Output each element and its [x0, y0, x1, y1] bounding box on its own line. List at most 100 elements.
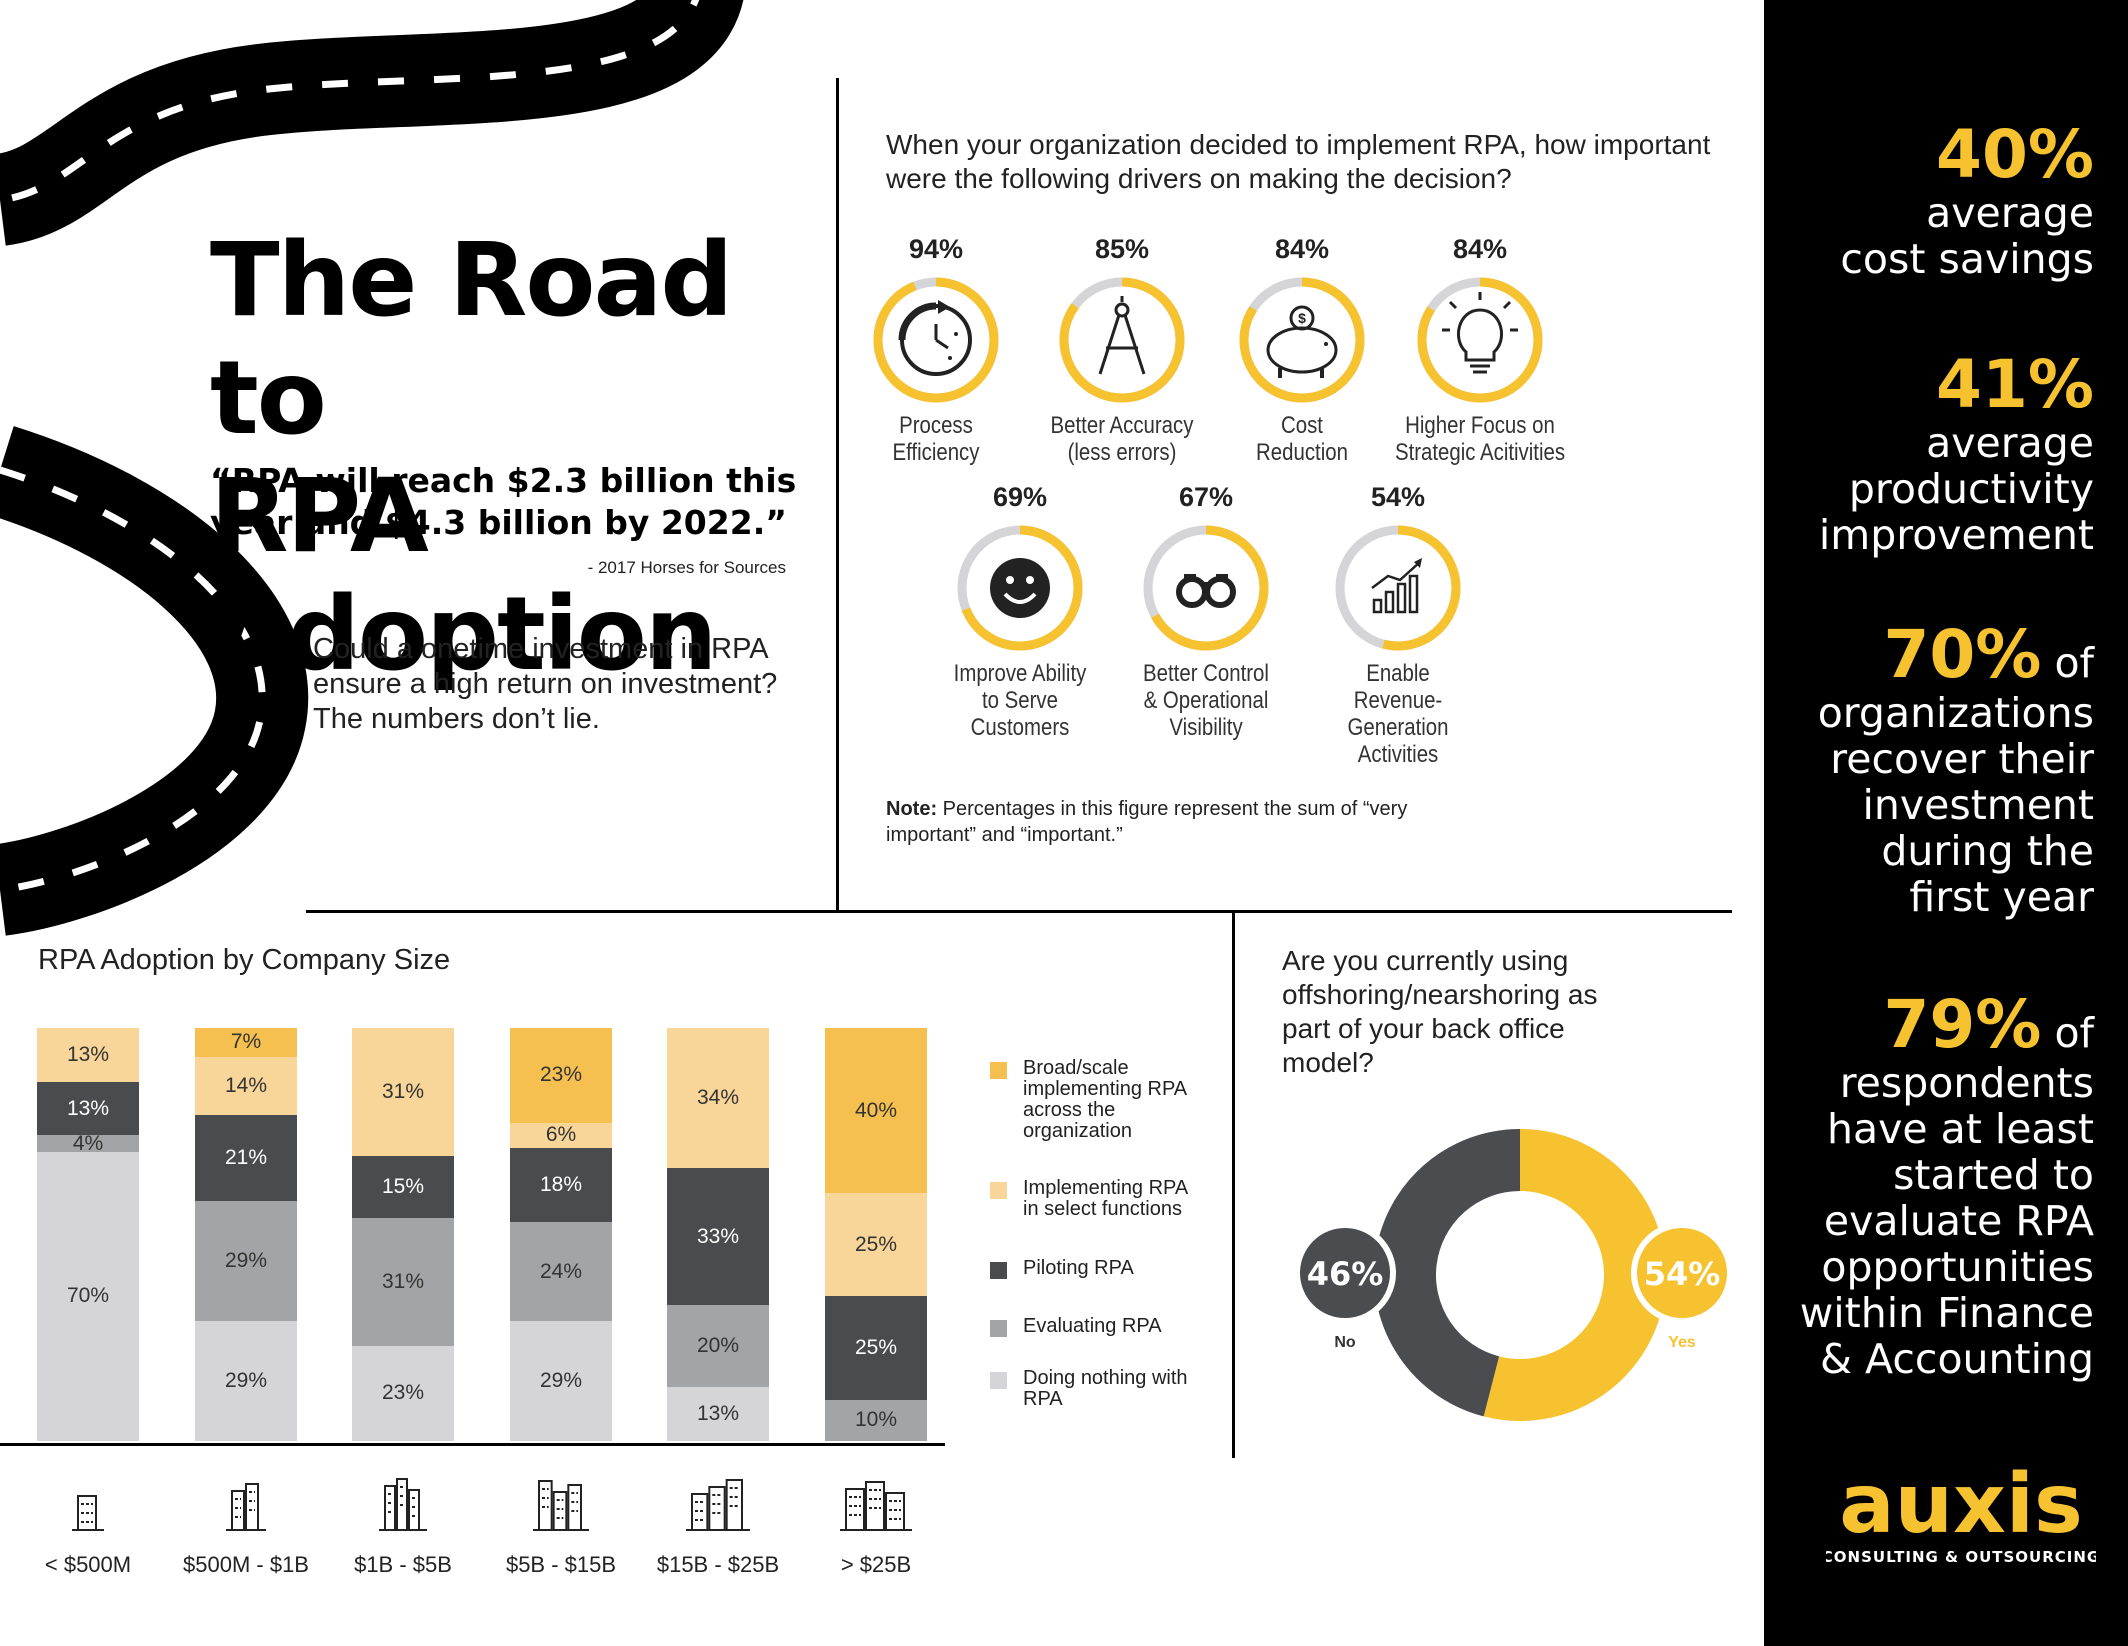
driver-3: 84% $ Cost Reduction [1192, 232, 1412, 466]
divider-vertical-bottom [1232, 912, 1235, 1458]
driver-percentage: 84% [1274, 234, 1330, 264]
stat-value: 41% [1936, 346, 2094, 423]
driver-7: 54% Enable Revenue-Generation Activities [1288, 480, 1508, 768]
quote-source: - 2017 Horses for Sources [587, 558, 786, 577]
bar-segment-evaluating: 10% [825, 1399, 927, 1441]
category-label: $15B - $25B [656, 1552, 780, 1577]
driver-label: Better Control & Operational Visibility [1143, 660, 1269, 741]
driver-label: Higher Focus on Strategic Acitivities [1394, 412, 1566, 466]
stat-text: have at least [1826, 1105, 2094, 1153]
category-label: $1B - $5B [354, 1552, 452, 1577]
legend-swatch [990, 1062, 1007, 1079]
stat-text: organizations [1817, 689, 2094, 737]
stat-block-1: 40% average cost savings [1840, 120, 2094, 283]
ring-progress [1143, 525, 1269, 651]
bar-segment-broad: 40% [825, 1028, 927, 1194]
driver-ring [873, 277, 999, 403]
stat-headline: 40% [1840, 120, 2094, 190]
stat-text: & Accounting [1820, 1335, 2094, 1383]
bar-segment-nothing: 29% [195, 1321, 297, 1441]
legend-swatch [990, 1182, 1007, 1199]
title-line-1: The Road to [210, 221, 733, 458]
note-text: Percentages in this figure represent the… [886, 798, 1408, 846]
stat-value: 79% [1883, 986, 2042, 1063]
bar-segment-broad: 7% [195, 1028, 297, 1057]
stat-text: within Finance [1799, 1289, 2094, 1337]
legend-item-implementing: Implementing RPA in select functions [990, 1178, 1193, 1220]
driver-label: Enable Revenue-Generation Activities [1347, 660, 1449, 768]
bars-baseline [0, 1443, 945, 1446]
intro-text: Could a onetime investment in RPA ensure… [313, 633, 778, 735]
stat-text: respondents [1839, 1059, 2094, 1107]
bar-segment-piloting: 21% [195, 1114, 297, 1202]
donut-slice-yes [1483, 1129, 1666, 1421]
auxis-logo: auxis CONSULTING & OUTSOURCING [1822, 1457, 2099, 1577]
driver-ring [1417, 277, 1543, 403]
building-icon [323, 1470, 483, 1539]
legend-item-nothing: Doing nothing with RPA [990, 1368, 1193, 1410]
building-icon [796, 1470, 956, 1539]
bar-segment-evaluating: 20% [667, 1304, 769, 1388]
legend-swatch [990, 1262, 1007, 1279]
stat-text: investment [1862, 781, 2094, 829]
building-icon [638, 1470, 798, 1539]
driver-ring [957, 525, 1083, 651]
driver-ring [1143, 525, 1269, 651]
building-icon [8, 1470, 168, 1539]
category-label: > $25B [840, 1552, 912, 1577]
ring-progress [873, 277, 999, 403]
stat-text: improvement [1818, 511, 2094, 559]
bar-segment-nothing: 13% [667, 1387, 769, 1441]
stat-headline: 70% of [1818, 620, 2094, 690]
binoculars-icon [1176, 574, 1236, 608]
bar-segment-implementing: 6% [510, 1122, 612, 1148]
smiley-icon [990, 558, 1050, 618]
donut-value-label: 54% [1644, 1255, 1721, 1293]
stats-panel [1764, 0, 2128, 1646]
driver-1: 94% Process Efficiency [826, 232, 1046, 466]
stat-text: recover their [1830, 735, 2094, 783]
driver-label: Improve Ability to Serve Customers [953, 660, 1087, 741]
stat-text: first year [1909, 873, 2094, 921]
bar-segment-piloting: 13% [37, 1081, 139, 1136]
category-label: $500M - $1B [183, 1552, 309, 1577]
divider-vertical-top [836, 78, 839, 912]
ring-progress [1059, 277, 1185, 403]
driver-percentage: 54% [1370, 482, 1426, 512]
stat-block-4: 79% of respondents have at least started to… [1799, 990, 2094, 1383]
driver-label: Cost Reduction [1256, 412, 1348, 466]
driver-5: 69% Improve Ability to Serve Customers [910, 480, 1130, 741]
legend-item-evaluating: Evaluating RPA [990, 1316, 1193, 1337]
bar-segment-piloting: 33% [667, 1168, 769, 1305]
bar-segment-nothing: 23% [352, 1346, 454, 1441]
category-label: $5B - $15B [505, 1552, 617, 1577]
building-icon [481, 1470, 641, 1539]
stat-headline: 41% [1819, 350, 2094, 420]
bar-segment-piloting: 18% [510, 1147, 612, 1223]
driver-4: 84% Higher Focus on Strategic Acitivities [1370, 232, 1590, 466]
stat-text: average [1926, 189, 2094, 237]
stat-value: 40% [1936, 116, 2094, 193]
legend-item-broad: Broad/scale implementing RPA across the … [990, 1058, 1193, 1142]
donut-value-label: 46% [1307, 1255, 1384, 1293]
driver-6: 67% Better Control & Operational Visibility [1096, 480, 1316, 741]
donut-badge-no: 46% No [1294, 1222, 1396, 1351]
legend-label: Piloting RPA [1023, 1257, 1134, 1279]
stat-block-2: 41% average productivity improvement [1818, 350, 2094, 559]
legend-swatch [990, 1372, 1007, 1389]
svg-text:$: $ [1298, 310, 1306, 326]
legend-label: Evaluating RPA [1023, 1315, 1162, 1337]
bar-segment-implementing: 25% [825, 1193, 927, 1297]
stat-text: cost savings [1840, 235, 2094, 283]
note-label: Note: [886, 798, 938, 820]
donut-name-label: Yes [1668, 1334, 1696, 1351]
divider-horizontal [306, 910, 1732, 913]
stat-value: 70% [1883, 616, 2042, 693]
drivers-note: Note: Percentages in this figure represe… [886, 796, 1446, 848]
logo-wordmark: auxis [1839, 1462, 2083, 1552]
bar-segment-implementing: 31% [352, 1028, 454, 1157]
bar-segment-piloting: 25% [825, 1296, 927, 1400]
donut-badge-yes: 54% Yes [1631, 1222, 1733, 1351]
compass-icon [1098, 296, 1146, 375]
category-label: < $500M [44, 1552, 132, 1577]
